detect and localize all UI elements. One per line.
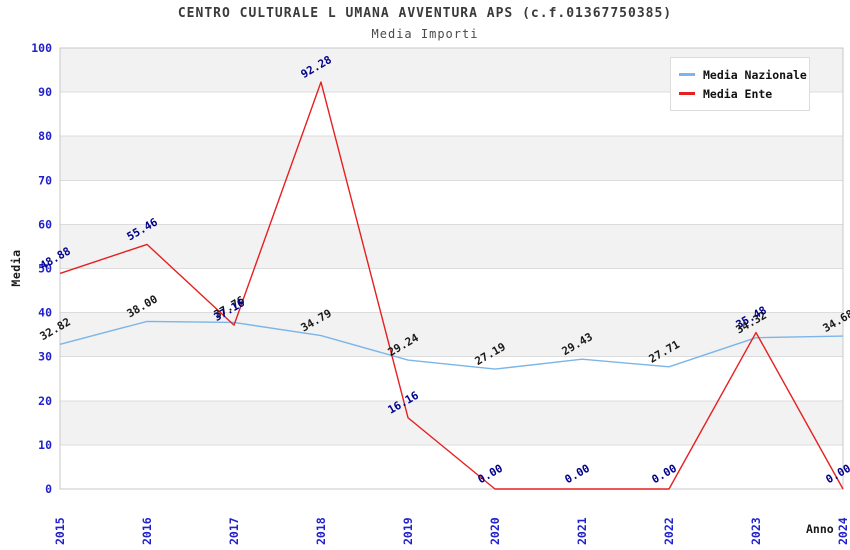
y-tick-label: 70 [38, 173, 52, 187]
x-tick-label: 2017 [227, 517, 241, 545]
chart-subtitle: Media Importi [371, 27, 479, 41]
x-tick-label: 2021 [575, 517, 589, 545]
plot-band [60, 400, 843, 445]
legend-item-media-ente: Media Ente [679, 84, 801, 103]
legend-label-media-ente: Media Ente [703, 86, 773, 101]
x-tick-label: 2019 [401, 517, 415, 545]
plot-band [60, 136, 843, 181]
y-tick-label: 30 [38, 350, 52, 364]
data-point-label: 0.00 [824, 462, 850, 487]
y-tick-label: 40 [38, 306, 52, 320]
chart-title: CENTRO CULTURALE L UMANA AVVENTURA APS (… [177, 6, 673, 21]
y-tick-label: 90 [38, 85, 52, 99]
x-tick-label: 2020 [488, 517, 502, 545]
y-tick-label: 100 [31, 41, 52, 55]
y-tick-label: 80 [38, 129, 52, 143]
data-point-label: 0.00 [563, 462, 592, 487]
plot-band [60, 224, 843, 269]
legend-swatch-media-nazionale-icon [679, 73, 695, 76]
plot-border [59, 47, 844, 490]
legend-swatch-media-ente-icon [679, 92, 695, 95]
legend-item-media-nazionale: Media Nazionale [679, 65, 807, 84]
legend-label-media-nazionale: Media Nazionale [703, 67, 807, 82]
x-tick-label: 2023 [749, 517, 763, 545]
y-tick-label: 60 [38, 217, 52, 231]
x-axis-label: Anno [806, 522, 834, 536]
data-point-label: 0.00 [650, 462, 679, 487]
x-tick-label: 2015 [53, 517, 67, 545]
y-axis-label: Media [9, 249, 23, 287]
x-tick-label: 2024 [836, 517, 850, 545]
series-line-media-ente [59, 81, 844, 490]
y-tick-label: 0 [45, 482, 52, 496]
y-tick-label: 10 [38, 438, 52, 452]
data-point-label: 0.00 [476, 462, 505, 487]
x-tick-label: 2022 [662, 517, 676, 545]
y-tick-label: 50 [38, 262, 52, 276]
series-line-media-nazionale [59, 320, 844, 370]
plot-band [60, 312, 843, 357]
legend: Media Nazionale Media Ente [670, 57, 810, 111]
y-tick-label: 20 [38, 394, 52, 408]
x-tick-label: 2016 [140, 517, 154, 545]
x-tick-label: 2018 [314, 517, 328, 545]
